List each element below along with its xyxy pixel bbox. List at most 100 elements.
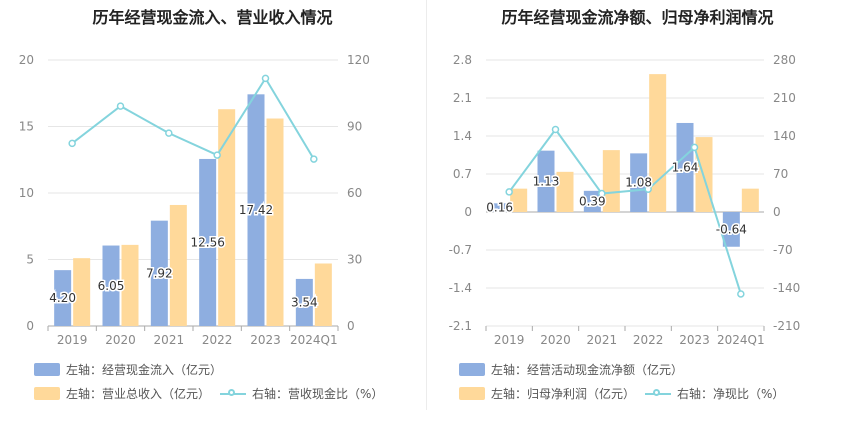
series2-bar — [266, 118, 284, 327]
series3-line — [71, 76, 315, 160]
series3-point — [505, 188, 513, 196]
right-axis-tick-label: 0 — [773, 205, 781, 219]
series1-bar — [54, 270, 72, 326]
series2-bar — [218, 109, 236, 327]
series1-data-label: 17.42 — [239, 203, 273, 217]
left-axis-tick-label: -0.7 — [449, 243, 472, 257]
right-axis-tick-label: -210 — [773, 319, 800, 333]
panel-divider — [426, 0, 427, 410]
left-axis-tick-label: 1.4 — [453, 129, 472, 143]
series1-data-label: 3.54 — [291, 295, 318, 309]
left-axis-tick-label: 20 — [19, 53, 34, 67]
series2-bar — [602, 150, 620, 212]
series1-bar — [247, 94, 265, 327]
right-chart-svg: -2.1 -1.4 -0.7 0 0.7 1.4 2.1 2.8 -210 -140 -70 0 70 1… — [449, 53, 801, 347]
legend-label: 右轴：营收现金比（%） — [252, 387, 384, 401]
right-chart-title: 历年经营现金流净额、归母净利润情况 — [501, 8, 774, 27]
right-axis-tick-label: 90 — [347, 120, 362, 134]
right-axis-tick-label: 120 — [347, 53, 370, 67]
x-axis-category-label: 2024Q1 — [290, 333, 338, 347]
right-axis-tick-label: 60 — [347, 186, 362, 200]
legend-bar-swatch — [34, 387, 60, 400]
left-chart-panel: 历年经营现金流入、营业收入情况 0 5 10 15 20 0 30 60 90 120 2019 20… — [19, 8, 384, 402]
series2-bar — [314, 263, 332, 326]
legend-item[interactable]: 左轴：经营活动现金流净额（亿元） — [459, 361, 683, 378]
legend-item[interactable]: 左轴：归母净利润（亿元） — [459, 385, 635, 402]
x-axis-category-label: 2024Q1 — [717, 333, 765, 347]
series2-bar — [556, 171, 574, 212]
right-chart-panel: 历年经营现金流净额、归母净利润情况 -2.1 -1.4 -0.7 0 0.7 1.4 2.1… — [425, 0, 850, 437]
series1-data-label: 1.08 — [625, 176, 652, 190]
series3-point — [690, 143, 699, 152]
series3-point — [213, 151, 221, 159]
x-axis-category-label: 2023 — [679, 333, 710, 347]
left-axis-tick-label: -1.4 — [449, 281, 472, 295]
series3-point — [551, 125, 560, 134]
series1-data-label: 12.56 — [190, 235, 224, 249]
series1-bar — [491, 203, 509, 212]
legend-label: 左轴：归母净利润（亿元） — [491, 387, 636, 401]
left-axis-tick-label: 0.7 — [453, 167, 472, 181]
x-axis-category-label: 2021 — [154, 333, 185, 347]
legend-line-swatch — [645, 387, 671, 400]
series2-bar — [649, 74, 667, 212]
x-axis-category-label: 2022 — [633, 333, 664, 347]
right-axis-tick-label: 210 — [773, 91, 796, 105]
left-axis-tick-label: 2.8 — [453, 53, 472, 67]
series1-data-label: 0.16 — [486, 201, 513, 215]
series1-data-label: -0.64 — [716, 222, 747, 236]
right-axis-tick-label: 0 — [347, 319, 355, 333]
series2-bar — [73, 258, 91, 326]
legend-bar-swatch — [459, 363, 485, 376]
left-chart-title: 历年经营现金流入、营业收入情况 — [92, 8, 333, 27]
series1-data-label: 0.39 — [579, 194, 606, 208]
series1-data-label: 7.92 — [146, 266, 173, 280]
series3-point — [644, 185, 652, 193]
series1-data-label: 1.64 — [672, 160, 699, 174]
left-axis-tick-label: 2.1 — [453, 91, 472, 105]
series2-bar — [121, 244, 139, 326]
series1-bar — [150, 220, 168, 326]
x-axis-category-label: 2019 — [57, 333, 88, 347]
series1-data-label: 4.20 — [49, 291, 76, 305]
right-axis-tick-label: 30 — [347, 253, 362, 267]
x-axis-category-label: 2023 — [250, 333, 281, 347]
legend-bar-swatch — [459, 387, 485, 400]
x-axis-category-label: 2020 — [105, 333, 136, 347]
series1-data-label: 1.13 — [533, 174, 560, 188]
x-axis-category-label: 2019 — [494, 333, 525, 347]
legend-bar-swatch — [34, 363, 60, 376]
legend-item[interactable]: 左轴：经营现金流入（亿元） — [34, 361, 222, 378]
series1-bar — [583, 190, 601, 212]
series3-point — [598, 189, 606, 198]
legend-label: 左轴：经营现金流入（亿元） — [66, 363, 223, 377]
legend-item[interactable]: 右轴：净现比（%） — [645, 385, 784, 402]
right-axis-tick-label: 140 — [773, 129, 796, 143]
series1-bar — [199, 158, 217, 326]
series3-point — [261, 74, 270, 83]
series3-point — [310, 155, 318, 163]
series1-bar — [722, 212, 740, 247]
series2-bar — [741, 188, 759, 212]
x-axis-category-label: 2021 — [587, 333, 618, 347]
left-axis-tick-label: -2.1 — [449, 319, 472, 333]
series3-point — [737, 290, 745, 298]
right-axis-tick-label: 70 — [773, 167, 788, 181]
series3-point — [165, 129, 173, 137]
series1-bar — [676, 122, 694, 212]
legend-label: 左轴：经营活动现金流净额（亿元） — [491, 363, 684, 377]
legend-item[interactable]: 左轴：营业总收入（亿元） — [34, 385, 210, 402]
series1-bar — [295, 278, 313, 326]
x-axis-category-label: 2022 — [202, 333, 233, 347]
series1-data-label: 6.05 — [98, 279, 125, 293]
series1-bar — [630, 153, 648, 212]
left-axis-tick-label: 0 — [26, 319, 34, 333]
legend-item[interactable]: 右轴：营收现金比（%） — [220, 385, 383, 402]
series3-point — [68, 139, 76, 148]
legend-label: 右轴：净现比（%） — [677, 387, 785, 401]
right-axis-tick-label: -70 — [773, 243, 793, 257]
series1-bar — [537, 150, 555, 212]
legend-label: 左轴：营业总收入（亿元） — [66, 387, 211, 401]
left-axis-tick-label: 0 — [464, 205, 472, 219]
left-axis-tick-label: 5 — [26, 253, 34, 267]
